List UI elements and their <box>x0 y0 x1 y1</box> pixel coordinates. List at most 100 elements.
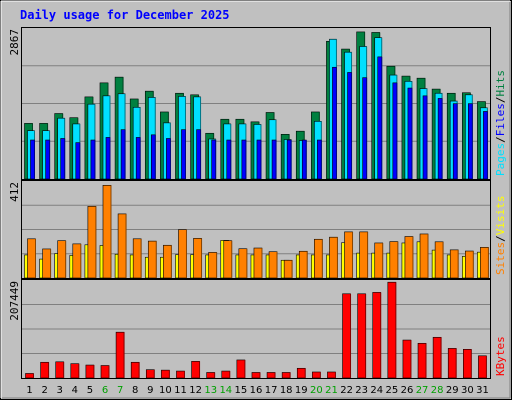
x-tick-label-2: 2 <box>41 385 47 396</box>
x-tick-label-13: 13 <box>204 385 217 396</box>
bar-kbytes-day-2 <box>40 361 50 379</box>
bar-kbytes-day-31 <box>478 355 487 379</box>
bar-kbytes-day-17 <box>266 372 276 379</box>
bar-pages-day-17 <box>271 139 277 180</box>
x-tick-label-4: 4 <box>72 385 78 396</box>
x-tick-label-21: 21 <box>325 385 338 396</box>
bar-visits-day-12 <box>193 238 203 279</box>
bar-visits-day-7 <box>117 213 127 279</box>
bar-visits-day-11 <box>178 229 187 279</box>
legend-pages: Pages <box>494 143 507 176</box>
bar-kbytes-day-8 <box>130 361 140 379</box>
bar-visits-day-1 <box>27 238 36 279</box>
bar-kbytes-day-23 <box>357 293 367 379</box>
x-tick-label-24: 24 <box>370 385 383 396</box>
legend-sites: Sites <box>494 242 507 275</box>
bar-visits-day-16 <box>253 247 263 279</box>
bar-pages-day-23 <box>362 77 368 180</box>
bar-kbytes-day-16 <box>251 372 261 379</box>
legend-hits: Hits <box>494 70 507 97</box>
bar-pages-day-9 <box>150 134 156 180</box>
bar-kbytes-day-11 <box>176 370 185 379</box>
bar-visits-day-5 <box>87 205 97 279</box>
bar-pages-day-14 <box>226 139 232 180</box>
bar-visits-day-15 <box>238 248 248 279</box>
bar-kbytes-day-14 <box>221 370 231 379</box>
x-tick-label-5: 5 <box>87 385 93 396</box>
bar-pages-day-19 <box>301 139 307 180</box>
bar-kbytes-day-5 <box>85 364 95 379</box>
x-tick-label-15: 15 <box>235 385 248 396</box>
x-tick-label-29: 29 <box>446 385 459 396</box>
bar-pages-day-2 <box>45 139 51 180</box>
bar-visits-day-23 <box>359 231 369 279</box>
bar-kbytes-day-6 <box>100 365 110 379</box>
bar-visits-day-22 <box>344 231 354 279</box>
x-tick-label-22: 22 <box>340 385 353 396</box>
bar-visits-day-4 <box>72 243 82 279</box>
bar-visits-day-28 <box>434 241 444 279</box>
bar-kbytes-day-19 <box>296 367 306 379</box>
x-tick-label-7: 7 <box>117 385 123 396</box>
x-tick-label-19: 19 <box>295 385 308 396</box>
bar-pages-day-22 <box>347 72 353 180</box>
legend-sep-1: / <box>494 136 507 143</box>
bar-pages-day-3 <box>60 138 66 180</box>
bar-visits-day-6 <box>102 185 112 279</box>
x-tick-label-8: 8 <box>132 385 138 396</box>
x-tick-label-6: 6 <box>102 385 108 396</box>
bar-visits-day-9 <box>147 240 157 279</box>
bar-visits-day-31 <box>480 247 489 279</box>
hits-max-label: 2867 <box>8 29 21 56</box>
bar-kbytes-day-12 <box>191 361 201 379</box>
bar-visits-day-19 <box>298 250 308 279</box>
x-tick-label-20: 20 <box>310 385 323 396</box>
bar-visits-day-20 <box>314 238 323 279</box>
legend-kbytes: KBytes <box>494 336 507 376</box>
hits-legend: Pages/Files/Hits <box>494 70 507 176</box>
bar-kbytes-day-7 <box>115 331 125 379</box>
bar-kbytes-day-27 <box>417 342 427 379</box>
bar-visits-day-3 <box>57 240 67 279</box>
visits-legend: Sites/Visits <box>494 196 507 276</box>
bar-pages-day-28 <box>437 98 443 180</box>
bar-pages-day-24 <box>377 56 383 180</box>
x-tick-label-3: 3 <box>57 385 63 396</box>
bar-pages-day-13 <box>211 139 217 180</box>
bar-kbytes-day-4 <box>70 363 80 379</box>
bar-visits-day-26 <box>404 236 414 279</box>
bar-visits-day-29 <box>449 249 459 279</box>
x-tick-label-1: 1 <box>26 385 32 396</box>
x-tick-label-12: 12 <box>189 385 202 396</box>
visits-max-label: 412 <box>8 182 21 202</box>
bar-pages-day-31 <box>483 111 488 180</box>
bar-kbytes-day-25 <box>387 281 397 379</box>
x-tick-label-30: 30 <box>461 385 474 396</box>
bar-kbytes-day-10 <box>161 369 170 379</box>
bar-visits-day-25 <box>389 241 399 279</box>
bar-pages-day-10 <box>166 138 171 180</box>
bar-pages-day-21 <box>332 66 337 180</box>
x-tick-label-18: 18 <box>280 385 293 396</box>
bar-pages-day-8 <box>135 137 141 180</box>
bar-visits-day-18 <box>283 259 293 279</box>
kbytes-max-label: 207449 <box>8 281 21 321</box>
bar-pages-day-26 <box>407 87 413 180</box>
bar-visits-day-2 <box>42 248 52 279</box>
x-tick-label-10: 10 <box>159 385 172 396</box>
bar-visits-day-30 <box>465 250 474 279</box>
legend-sep-2: / <box>494 97 507 104</box>
bar-kbytes-day-3 <box>55 361 65 379</box>
bar-pages-day-11 <box>181 129 186 180</box>
bar-visits-day-10 <box>163 244 172 279</box>
bar-kbytes-day-22 <box>342 293 352 379</box>
x-tick-label-25: 25 <box>386 385 399 396</box>
bar-pages-day-15 <box>241 139 247 180</box>
bar-pages-day-18 <box>286 139 292 180</box>
bar-pages-day-4 <box>75 142 81 180</box>
bar-pages-day-27 <box>422 95 428 180</box>
bar-visits-day-17 <box>268 251 278 279</box>
bar-pages-day-30 <box>468 103 473 180</box>
